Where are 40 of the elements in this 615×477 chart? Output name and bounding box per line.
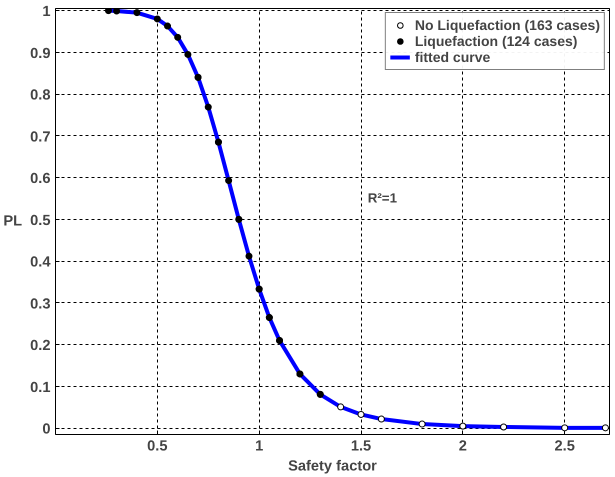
y-tick-label: 0.4: [30, 254, 52, 271]
point: [225, 177, 232, 184]
y-tick-label: 0.9: [30, 46, 50, 62]
y-tick-label: 0.7: [30, 129, 50, 146]
y-tick-label: 0.2: [30, 338, 50, 354]
y-tick-label: 0.1: [30, 380, 50, 396]
x-axis-title: Safety factor: [288, 458, 378, 474]
y-tick-label: 1: [42, 4, 51, 20]
point: [459, 422, 466, 430]
y-tick-label: 0.3: [30, 296, 50, 312]
point: [602, 424, 609, 432]
x-tick-label: 2.5: [554, 438, 575, 454]
legend-label: fitted curve: [414, 49, 490, 65]
annotation: R²=1: [368, 190, 398, 206]
y-tick-label: 0.6: [30, 171, 50, 188]
point: [337, 403, 344, 410]
point: [164, 22, 172, 30]
y-tick-label: 0: [42, 422, 51, 438]
x-tick-label: 2: [458, 438, 467, 454]
y-tick-label: 0.8: [30, 88, 50, 104]
point: [154, 15, 161, 22]
point: [561, 424, 568, 432]
legend-label: Liquefaction (124 cases): [414, 33, 578, 49]
point: [245, 252, 252, 260]
point: [500, 423, 508, 430]
x-tick-label: 1: [255, 438, 264, 454]
point: [113, 8, 120, 14]
point: [104, 8, 112, 14]
x-tick-label: 1.5: [350, 438, 372, 454]
point: [174, 34, 182, 41]
y-tick-label: 0.5: [30, 212, 50, 229]
point: [204, 104, 212, 111]
legend-label: No Liquefaction (163 cases): [414, 17, 600, 33]
point: [133, 9, 140, 16]
x-tick-label: 0.5: [147, 438, 168, 454]
point: [418, 420, 426, 428]
point: [358, 410, 365, 418]
y-axis-title: PL: [3, 214, 22, 230]
point: [184, 50, 192, 58]
point: [378, 416, 385, 423]
